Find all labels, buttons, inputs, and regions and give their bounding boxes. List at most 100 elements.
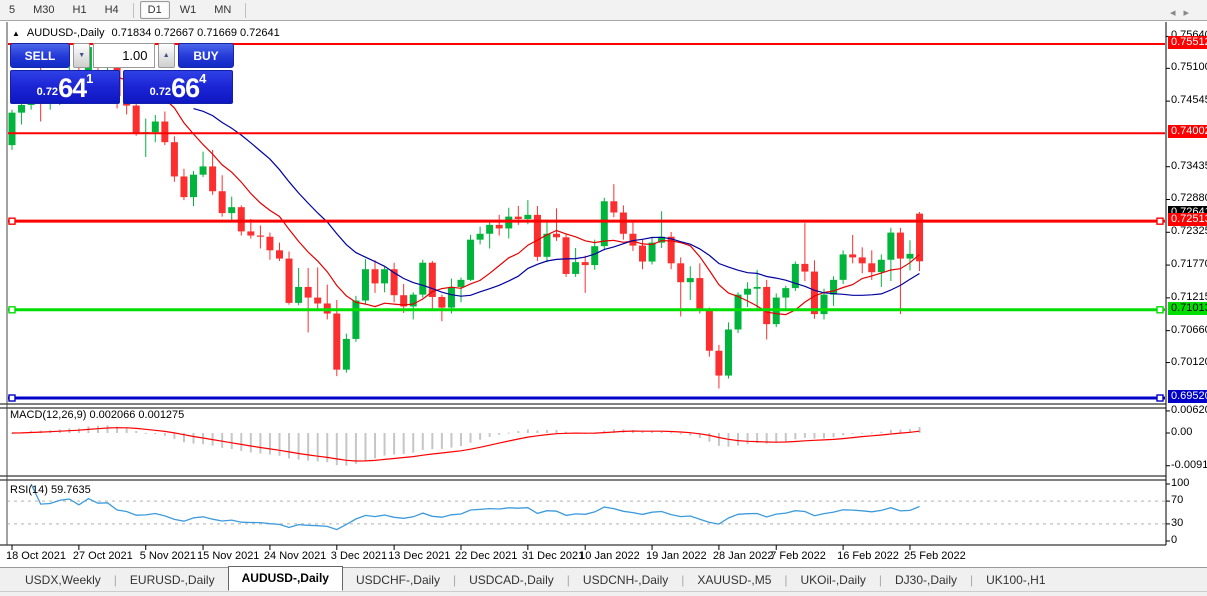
volume-decrease-button[interactable]: ▼ bbox=[72, 43, 91, 68]
date-tick-label: 5 Nov 2021 bbox=[139, 550, 196, 562]
rsi-scale-label: 100 bbox=[1171, 477, 1190, 489]
pane-borders bbox=[0, 22, 1167, 546]
toolbar-separator bbox=[132, 2, 134, 18]
tab-separator: | bbox=[566, 573, 570, 587]
macd-scale-label: -0.009197 bbox=[1171, 458, 1207, 471]
sell-price-pip: 1 bbox=[86, 71, 94, 86]
date-tick-label: 7 Feb 2022 bbox=[770, 550, 826, 562]
rsi-label: RSI(14) 59.7635 bbox=[10, 484, 91, 496]
toolbar-separator bbox=[245, 2, 247, 18]
symbol-tab-usdcad-daily[interactable]: USDCAD-,Daily bbox=[469, 573, 554, 587]
date-tick-label: 3 Dec 2021 bbox=[330, 550, 388, 562]
price-tick-label: 0.73435 bbox=[1171, 159, 1207, 172]
chevron-down-icon: ▼ bbox=[78, 52, 86, 59]
horizontal-lines[interactable] bbox=[7, 43, 1166, 402]
price-tick-label: 0.71770 bbox=[1171, 258, 1207, 271]
buy-price-pip: 4 bbox=[199, 71, 207, 86]
symbol-tab-eurusd-daily[interactable]: EURUSD-,Daily bbox=[129, 573, 215, 587]
timeframe-button-d1[interactable]: D1 bbox=[139, 1, 170, 19]
volume-input[interactable]: 1.00 bbox=[93, 43, 155, 68]
macd-signal-line bbox=[11, 427, 920, 462]
buy-button[interactable]: BUY bbox=[177, 43, 235, 68]
price-tick-label: 0.70120 bbox=[1171, 355, 1207, 368]
chevron-up-icon: ▲ bbox=[162, 52, 170, 59]
macd-scale-label: 0.00 bbox=[1171, 426, 1193, 438]
price-tick-label: 0.71215 bbox=[1171, 290, 1207, 303]
symbol-tab-usdcnh-daily[interactable]: USDCNH-,Daily bbox=[582, 573, 669, 587]
tab-separator: | bbox=[113, 573, 117, 587]
price-tick-label: 0.75100 bbox=[1171, 61, 1207, 74]
timeframe-button-w1[interactable]: W1 bbox=[179, 4, 197, 16]
date-tick-label: 22 Dec 2021 bbox=[454, 550, 518, 562]
tab-separator: | bbox=[452, 573, 457, 587]
date-tick-label: 27 Oct 2021 bbox=[72, 550, 133, 562]
buy-price-big: 66 bbox=[171, 73, 200, 103]
macd-scale-label: 0.006201 bbox=[1171, 403, 1207, 416]
timeframe-button-h4[interactable]: H4 bbox=[104, 4, 119, 16]
symbol-tab-ukoil-daily[interactable]: UKOil-,Daily bbox=[800, 573, 866, 587]
chart-instrument-label: AUDUSD-,Daily bbox=[26, 27, 105, 39]
buy-price-prefix: 0.72 bbox=[149, 86, 172, 98]
price-badge-0.75512: 0.75512 bbox=[1168, 36, 1207, 49]
date-tick-label: 31 Dec 2021 bbox=[521, 550, 585, 562]
macd-label: MACD(12,26,9) 0.002066 0.001275 bbox=[10, 409, 185, 421]
axis-ticks bbox=[11, 35, 1170, 550]
rsi-scale-label: 30 bbox=[1171, 516, 1184, 529]
tab-scroll-right-icon[interactable]: ▸ bbox=[1183, 7, 1197, 19]
tab-separator: | bbox=[784, 573, 788, 587]
symbol-tab-usdx-weekly[interactable]: USDX,Weekly bbox=[25, 573, 101, 587]
chart-canvas[interactable]: ▲ AUDUSD-,Daily 0.71834 0.72667 0.71669 … bbox=[0, 22, 1207, 567]
timeframe-button-mn[interactable]: MN bbox=[214, 4, 232, 16]
rsi-scale-label: 70 bbox=[1171, 494, 1184, 507]
symbol-tab-xauusd-m5[interactable]: XAUUSD-,M5 bbox=[697, 573, 772, 587]
chart-title: ▲ AUDUSD-,Daily 0.71834 0.72667 0.71669 … bbox=[12, 27, 280, 39]
sell-price-button[interactable]: 0.72 64 1 bbox=[10, 70, 120, 104]
tab-scroll-left-icon[interactable]: ◂ bbox=[1169, 7, 1184, 19]
date-tick-label: 18 Oct 2021 bbox=[6, 550, 66, 562]
symbol-tab-audusd-daily[interactable]: AUDUSD-,Daily bbox=[227, 566, 343, 591]
price-badge-0.72513: 0.72513 bbox=[1168, 213, 1207, 227]
sell-price-big: 64 bbox=[58, 73, 87, 103]
price-badge-0.71013: 0.71013 bbox=[1168, 301, 1207, 315]
price-tick-label: 0.70660 bbox=[1171, 323, 1207, 336]
macd-histogram bbox=[11, 425, 921, 466]
rsi-pane-content bbox=[8, 483, 1165, 531]
timeframe-button-h1[interactable]: H1 bbox=[72, 4, 87, 16]
one-click-toggle-icon[interactable]: ▲ bbox=[12, 28, 20, 38]
symbol-tab-dj30-daily[interactable]: DJ30-,Daily bbox=[894, 573, 957, 587]
symbol-tab-bar: USDX,Weekly | EURUSD-,Daily AUDUSD-,Daily US… bbox=[0, 566, 1207, 591]
date-tick-label: 10 Jan 2022 bbox=[579, 550, 640, 562]
volume-increase-button[interactable]: ▲ bbox=[157, 43, 175, 68]
status-strip bbox=[0, 591, 1207, 596]
moving-averages bbox=[97, 76, 920, 316]
buy-price-button[interactable]: 0.72 66 4 bbox=[123, 70, 233, 104]
tab-separator: | bbox=[878, 573, 882, 587]
timeframe-button-m30[interactable]: M30 bbox=[33, 4, 55, 16]
rsi-line bbox=[30, 483, 920, 531]
date-tick-label: 16 Feb 2022 bbox=[837, 550, 899, 562]
tab-separator: | bbox=[970, 573, 974, 587]
symbol-tab-uk100-h1[interactable]: UK100-,H1 bbox=[986, 573, 1046, 587]
date-tick-label: 25 Feb 2022 bbox=[903, 550, 966, 562]
date-tick-label: 13 Dec 2021 bbox=[388, 550, 451, 562]
sell-button[interactable]: SELL bbox=[10, 43, 70, 68]
chart-ohlc-values: 0.71834 0.72667 0.71669 0.72641 bbox=[111, 27, 280, 39]
price-tick-label: 0.74545 bbox=[1171, 94, 1207, 107]
one-click-trade-panel: SELL ▼ 1.00 ▲ BUY 0.72 64 1 0.72 66 4 bbox=[10, 43, 235, 104]
date-tick-label: 28 Jan 2022 bbox=[712, 550, 774, 562]
tab-separator: | bbox=[681, 573, 685, 587]
timeframe-toolbar: 5 M30 H1 H4 D1 W1 MN bbox=[0, 0, 1207, 21]
date-tick-label: 15 Nov 2021 bbox=[197, 550, 260, 562]
date-tick-label: 19 Jan 2022 bbox=[646, 550, 707, 562]
tab-scroll-arrows[interactable]: ◂▸ bbox=[1170, 6, 1197, 19]
sell-price-prefix: 0.72 bbox=[36, 86, 59, 98]
timeframe-button-5[interactable]: 5 bbox=[9, 4, 16, 16]
price-badge-0.74002: 0.74002 bbox=[1168, 125, 1207, 139]
price-badge-0.69520: 0.69520 bbox=[1168, 390, 1207, 403]
rsi-scale-label: 0 bbox=[1171, 534, 1178, 546]
price-tick-label: 0.72880 bbox=[1171, 192, 1207, 205]
symbol-tab-usdchf-daily[interactable]: USDCHF-,Daily bbox=[355, 573, 440, 587]
date-tick-label: 24 Nov 2021 bbox=[263, 550, 327, 562]
price-tick-label: 0.72325 bbox=[1171, 225, 1207, 238]
